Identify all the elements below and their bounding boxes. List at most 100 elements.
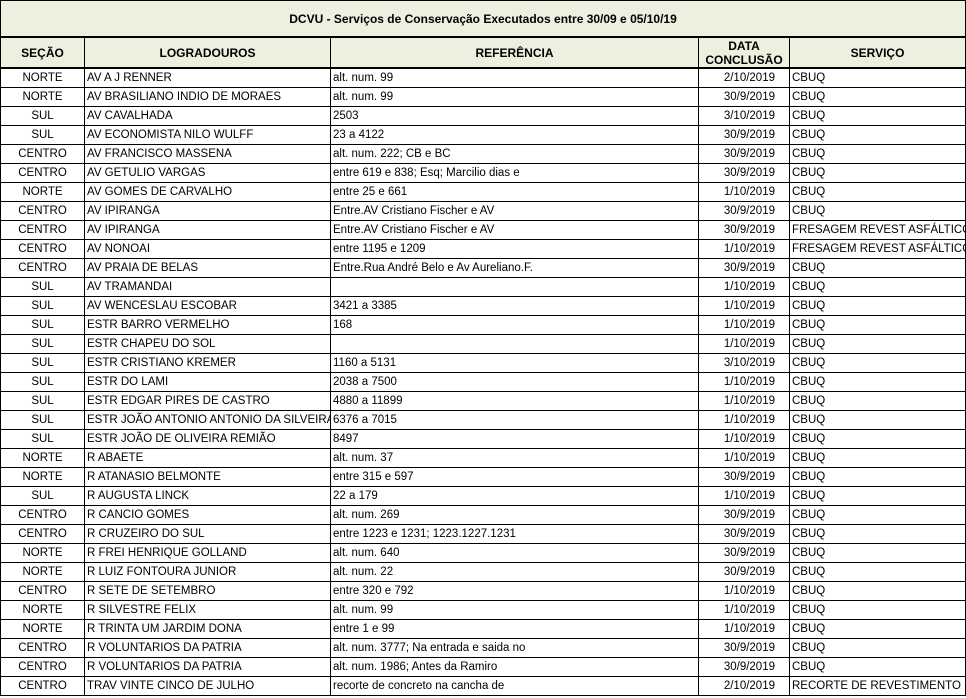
table-row: SUL ESTR JOÃO ANTONIO ANTONIO DA SILVEIRA… [0,410,966,430]
cell-servico: CBUQ [788,87,966,107]
cell-logradouro: ESTR EDGAR PIRES DE CASTRO [84,391,331,411]
table-row: CENTRO R VOLUNTARIOS DA PATRIA alt. num. 1… [0,657,966,677]
table-row: NORTE R TRINTA UM JARDIM DONA entre 1 e 99… [0,619,966,639]
cell-servico: CBUQ [788,657,966,677]
cell-referencia: recorte de concreto na cancha de [330,676,699,696]
cell-referencia: 2038 a 7500 [330,372,699,392]
table-row: CENTRO R CRUZEIRO DO SUL entre 1223 e 1231… [0,524,966,544]
cell-data-conclusao: 1/10/2019 [698,277,790,297]
cell-referencia: alt. num. 640 [330,543,699,563]
cell-referencia [330,334,699,354]
cell-servico: CBUQ [788,448,966,468]
table-row: CENTRO AV IPIRANGA Entre.AV Cristiano Fisc… [0,220,966,240]
cell-logradouro: AV GOMES DE CARVALHO [84,182,331,202]
cell-referencia: entre 320 e 792 [330,581,699,601]
cell-servico: CBUQ [788,543,966,563]
cell-referencia: alt. num. 37 [330,448,699,468]
cell-secao: NORTE [0,182,85,202]
cell-referencia: 6376 a 7015 [330,410,699,430]
cell-data-conclusao: 1/10/2019 [698,334,790,354]
cell-servico: CBUQ [788,372,966,392]
cell-logradouro: AV TRAMANDAI [84,277,331,297]
table-row: NORTE AV BRASILIANO INDIO DE MORAES alt. n… [0,87,966,107]
cell-logradouro: AV ECONOMISTA NILO WULFF [84,125,331,145]
cell-servico: CBUQ [788,562,966,582]
cell-servico: CBUQ [788,201,966,221]
cell-servico: CBUQ [788,106,966,126]
cell-data-conclusao: 1/10/2019 [698,239,790,259]
cell-data-conclusao: 1/10/2019 [698,315,790,335]
table-row: SUL ESTR BARRO VERMELHO 168 1/10/2019 CBUQ [0,315,966,335]
cell-data-conclusao: 1/10/2019 [698,619,790,639]
cell-data-conclusao: 30/9/2019 [698,562,790,582]
cell-data-conclusao: 30/9/2019 [698,258,790,278]
cell-servico: CBUQ [788,600,966,620]
cell-secao: CENTRO [0,239,85,259]
table-row: NORTE R SILVESTRE FELIX alt. num. 99 1/10/2… [0,600,966,620]
cell-servico: CBUQ [788,619,966,639]
cell-secao: CENTRO [0,220,85,240]
cell-referencia: alt. num. 1986; Antes da Ramiro [330,657,699,677]
cell-data-conclusao: 1/10/2019 [698,372,790,392]
cell-servico: CBUQ [788,524,966,544]
cell-logradouro: R SETE DE SETEMBRO [84,581,331,601]
cell-referencia: 1160 a 5131 [330,353,699,373]
cell-logradouro: R CRUZEIRO DO SUL [84,524,331,544]
cell-referencia: alt. num. 99 [330,87,699,107]
cell-secao: CENTRO [0,505,85,525]
cell-referencia: 2503 [330,106,699,126]
cell-secao: CENTRO [0,163,85,183]
cell-servico: CBUQ [788,391,966,411]
table-row: CENTRO AV NONOAI entre 1195 e 1209 1/10/201… [0,239,966,259]
header-referencia: REFERÊNCIA [330,36,699,69]
cell-data-conclusao: 1/10/2019 [698,410,790,430]
cell-referencia: alt. num. 99 [330,600,699,620]
cell-logradouro: AV A J RENNER [84,67,331,88]
cell-referencia: 23 a 4122 [330,125,699,145]
table-row: SUL ESTR CHAPEU DO SOL 1/10/2019 CBUQ [0,334,966,354]
cell-data-conclusao: 1/10/2019 [698,600,790,620]
cell-data-conclusao: 1/10/2019 [698,486,790,506]
table-row: SUL AV TRAMANDAI 1/10/2019 CBUQ [0,277,966,297]
cell-logradouro: R SILVESTRE FELIX [84,600,331,620]
cell-logradouro: R ATANASIO BELMONTE [84,467,331,487]
header-servico: SERVIÇO [788,36,966,69]
header-logradouros: LOGRADOUROS [84,36,331,69]
cell-data-conclusao: 1/10/2019 [698,391,790,411]
cell-secao: SUL [0,391,85,411]
cell-servico: CBUQ [788,144,966,164]
table-row: CENTRO AV IPIRANGA Entre.AV Cristiano Fisc… [0,201,966,221]
cell-secao: CENTRO [0,581,85,601]
cell-secao: SUL [0,429,85,449]
cell-logradouro: R ABAETE [84,448,331,468]
cell-referencia: 8497 [330,429,699,449]
cell-secao: CENTRO [0,638,85,658]
cell-data-conclusao: 30/9/2019 [698,163,790,183]
cell-logradouro: AV CAVALHADA [84,106,331,126]
table-row: SUL AV WENCESLAU ESCOBAR 3421 a 3385 1/10/2… [0,296,966,316]
cell-logradouro: R VOLUNTARIOS DA PATRIA [84,657,331,677]
cell-referencia: 22 a 179 [330,486,699,506]
cell-servico: CBUQ [788,410,966,430]
cell-logradouro: ESTR DO LAMI [84,372,331,392]
cell-secao: SUL [0,315,85,335]
cell-servico: CBUQ [788,429,966,449]
cell-referencia: 4880 a 11899 [330,391,699,411]
table-row: SUL ESTR CRISTIANO KREMER 1160 a 5131 3/10/… [0,353,966,373]
cell-data-conclusao: 30/9/2019 [698,220,790,240]
table-row: NORTE AV A J RENNER alt. num. 99 2/10/2019 C… [0,67,966,88]
cell-secao: CENTRO [0,524,85,544]
cell-data-conclusao: 30/9/2019 [698,543,790,563]
cell-referencia [330,277,699,297]
sheet-title: DCVU - Serviços de Conservação Executado… [0,0,966,38]
table-row: CENTRO AV GETULIO VARGAS entre 619 e 838; … [0,163,966,183]
cell-servico: CBUQ [788,467,966,487]
cell-referencia: entre 25 e 661 [330,182,699,202]
cell-logradouro: R LUIZ FONTOURA JUNIOR [84,562,331,582]
cell-logradouro: ESTR JOÃO ANTONIO ANTONIO DA SILVEIRA [84,410,331,430]
cell-secao: SUL [0,334,85,354]
cell-referencia: alt. num. 3777; Na entrada e saida no [330,638,699,658]
cell-referencia: Entre.AV Cristiano Fischer e AV [330,201,699,221]
cell-data-conclusao: 30/9/2019 [698,524,790,544]
cell-secao: NORTE [0,562,85,582]
